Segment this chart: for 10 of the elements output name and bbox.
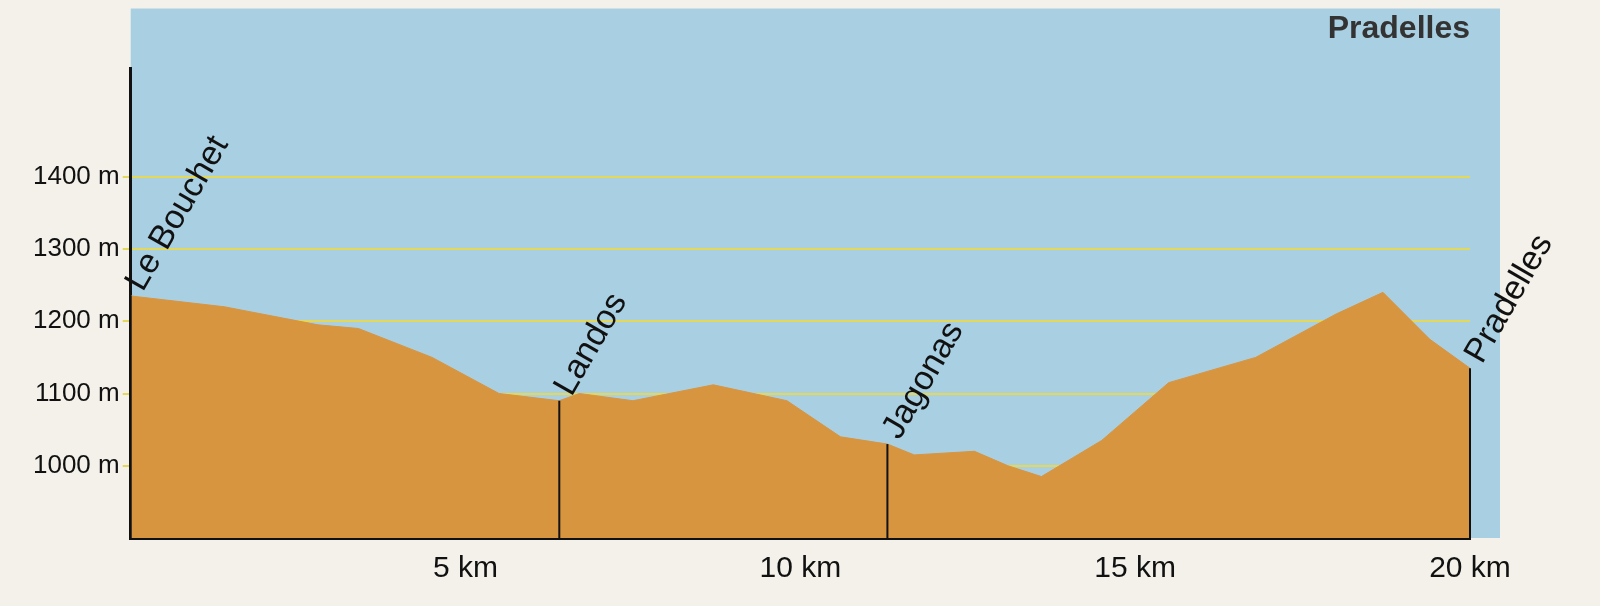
y-tick-label: 1100 m [34, 376, 120, 407]
x-tick-label: 5 km [433, 550, 499, 584]
y-tick-label: 1400 m [32, 159, 120, 190]
y-tick-label: 1000 m [32, 448, 120, 479]
y-tick-label: 1200 m [32, 304, 120, 335]
x-tick-label: 15 km [1094, 550, 1177, 584]
x-tick-label: 10 km [759, 550, 842, 584]
y-tick-label: 1300 m [32, 232, 120, 263]
x-tick-label: 20 km [1429, 550, 1511, 584]
chart-title: Pradelles [1327, 9, 1470, 46]
